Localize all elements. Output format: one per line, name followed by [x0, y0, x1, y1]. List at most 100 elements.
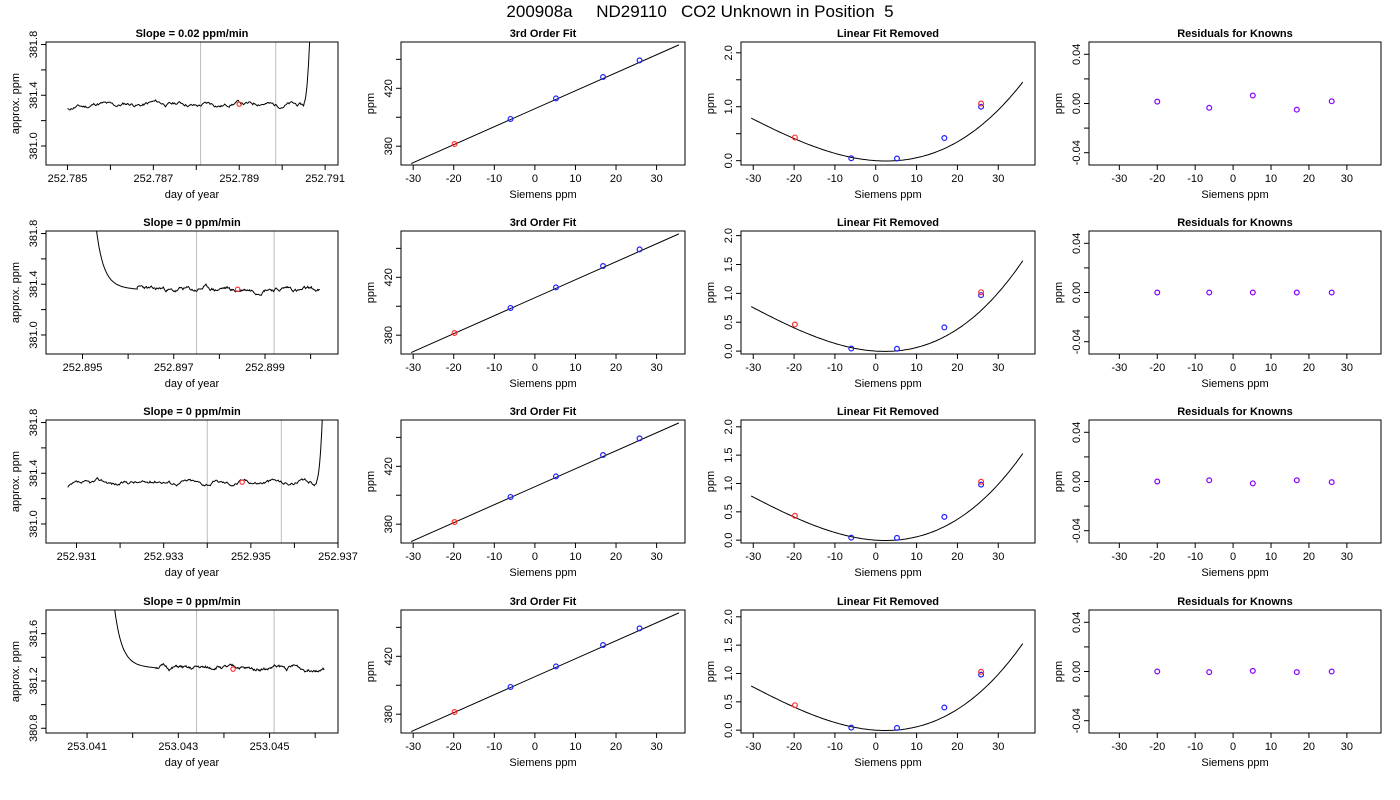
residual-point: [1293, 669, 1300, 676]
y-axis-label: approx. ppm: [10, 262, 22, 323]
x-tick-label: -30: [405, 741, 421, 753]
plot-area: [750, 260, 1024, 352]
y-tick-label: 380: [383, 326, 395, 344]
x-tick-label: 10: [569, 362, 581, 374]
x-tick-label: 10: [1265, 551, 1277, 563]
x-tick-label: 20: [1303, 362, 1315, 374]
known-point: [552, 473, 559, 480]
x-tick-label: 0: [1230, 173, 1236, 185]
y-tick-label: 381.4: [28, 459, 40, 487]
y-tick-label: 381.0: [28, 132, 40, 160]
y-tick-label: 0.0: [723, 343, 735, 358]
unknown-point: [451, 141, 458, 148]
residual-point: [1154, 98, 1161, 105]
y-axis-label: ppm: [705, 93, 717, 114]
panel-frame: [400, 609, 686, 734]
x-tick-label: 0: [532, 551, 538, 563]
plot-area: [96, 231, 320, 354]
x-tick-label: 10: [569, 173, 581, 185]
x-tick-label: 0: [532, 362, 538, 374]
residual-point: [1328, 479, 1335, 486]
known-point: [848, 534, 855, 541]
x-tick-label: 10: [910, 551, 922, 563]
known-point: [552, 284, 559, 291]
x-tick-label: -10: [1187, 551, 1203, 563]
plot-area: [750, 453, 1024, 541]
sample-marker: [239, 479, 245, 485]
x-tick-label: -20: [446, 362, 462, 374]
x-tick-label: -10: [486, 741, 502, 753]
panel-title: 3rd Order Fit: [510, 596, 577, 608]
panel-title: 3rd Order Fit: [510, 28, 577, 40]
known-point: [978, 292, 985, 299]
fit-curve: [750, 453, 1024, 541]
residual-point: [1249, 667, 1256, 674]
known-point: [893, 155, 900, 162]
x-tick-label: -10: [1187, 173, 1203, 185]
plot-area: [750, 643, 1024, 731]
x-tick-label: 30: [992, 173, 1004, 185]
known-point: [600, 263, 607, 270]
x-tick-label: 20: [1303, 173, 1315, 185]
fit-line: [410, 422, 680, 543]
plot-area: [1154, 92, 1335, 113]
y-tick-label: 0.0: [723, 153, 735, 168]
x-axis-label: Siemens ppm: [509, 189, 576, 201]
x-tick-label: -30: [1111, 173, 1127, 185]
y-tick-label: 381.8: [28, 409, 40, 437]
unknown-point: [451, 519, 458, 526]
y-axis-label: ppm: [365, 282, 377, 303]
y-tick-label: 0.04: [1071, 422, 1083, 443]
x-tick-label: 10: [1265, 741, 1277, 753]
panel-title: Residuals for Knowns: [1177, 406, 1293, 418]
x-axis-label: Siemens ppm: [854, 567, 921, 579]
residual-point: [1249, 289, 1256, 296]
y-tick-label: 381.8: [28, 31, 40, 59]
x-tick-label: 0: [1230, 741, 1236, 753]
y-tick-label: 381.2: [28, 667, 40, 695]
y-axis-label: ppm: [705, 661, 717, 682]
known-point: [636, 246, 643, 253]
y-axis-label: approx. ppm: [10, 451, 22, 512]
fit-curve: [750, 81, 1024, 162]
y-tick-label: 2.0: [723, 419, 735, 434]
panel-frame: [1088, 419, 1382, 544]
x-tick-label: -30: [1111, 741, 1127, 753]
x-tick-label: 30: [992, 551, 1004, 563]
known-point: [636, 57, 643, 64]
y-tick-label: 381.4: [28, 81, 40, 109]
y-tick-label: 420: [383, 268, 395, 286]
x-tick-label: 0: [1230, 362, 1236, 374]
y-axis-label: ppm: [365, 93, 377, 114]
x-tick-label: 10: [569, 551, 581, 563]
x-tick-label: 30: [1341, 362, 1353, 374]
x-tick-label: 252.785: [48, 173, 88, 185]
x-tick-label: 0: [532, 173, 538, 185]
known-point: [600, 642, 607, 649]
x-tick-label: 20: [610, 741, 622, 753]
x-tick-label: 30: [1341, 551, 1353, 563]
y-axis-label: ppm: [705, 282, 717, 303]
y-tick-label: 420: [383, 457, 395, 475]
x-tick-label: -20: [786, 362, 802, 374]
fit-curve: [750, 260, 1024, 352]
panel-frame: [400, 419, 686, 544]
y-tick-label: 381.4: [28, 270, 40, 298]
known-point: [941, 704, 948, 711]
panel-title: 3rd Order Fit: [510, 406, 577, 418]
x-axis-label: Siemens ppm: [1201, 189, 1268, 201]
plot-area: [67, 42, 311, 165]
panel-r1-trace: Slope = 0.02 ppm/min 252.785 252.787 252.78…: [10, 28, 345, 201]
residual-point: [1154, 478, 1161, 485]
x-axis-label: Siemens ppm: [509, 757, 576, 769]
y-tick-label: 380: [383, 515, 395, 533]
plot-area: [114, 610, 325, 733]
y-tick-label: 420: [383, 647, 395, 665]
plot-area: [410, 612, 680, 733]
panel-r1-res: Residuals for Knowns -30 -20 -10 0 10 20 30 -0.0…: [1053, 28, 1382, 201]
x-tick-label: -10: [827, 741, 843, 753]
known-point: [848, 724, 855, 731]
y-tick-label: 0.04: [1071, 44, 1083, 65]
x-tick-label: 252.789: [219, 173, 259, 185]
x-tick-label: -10: [486, 362, 502, 374]
